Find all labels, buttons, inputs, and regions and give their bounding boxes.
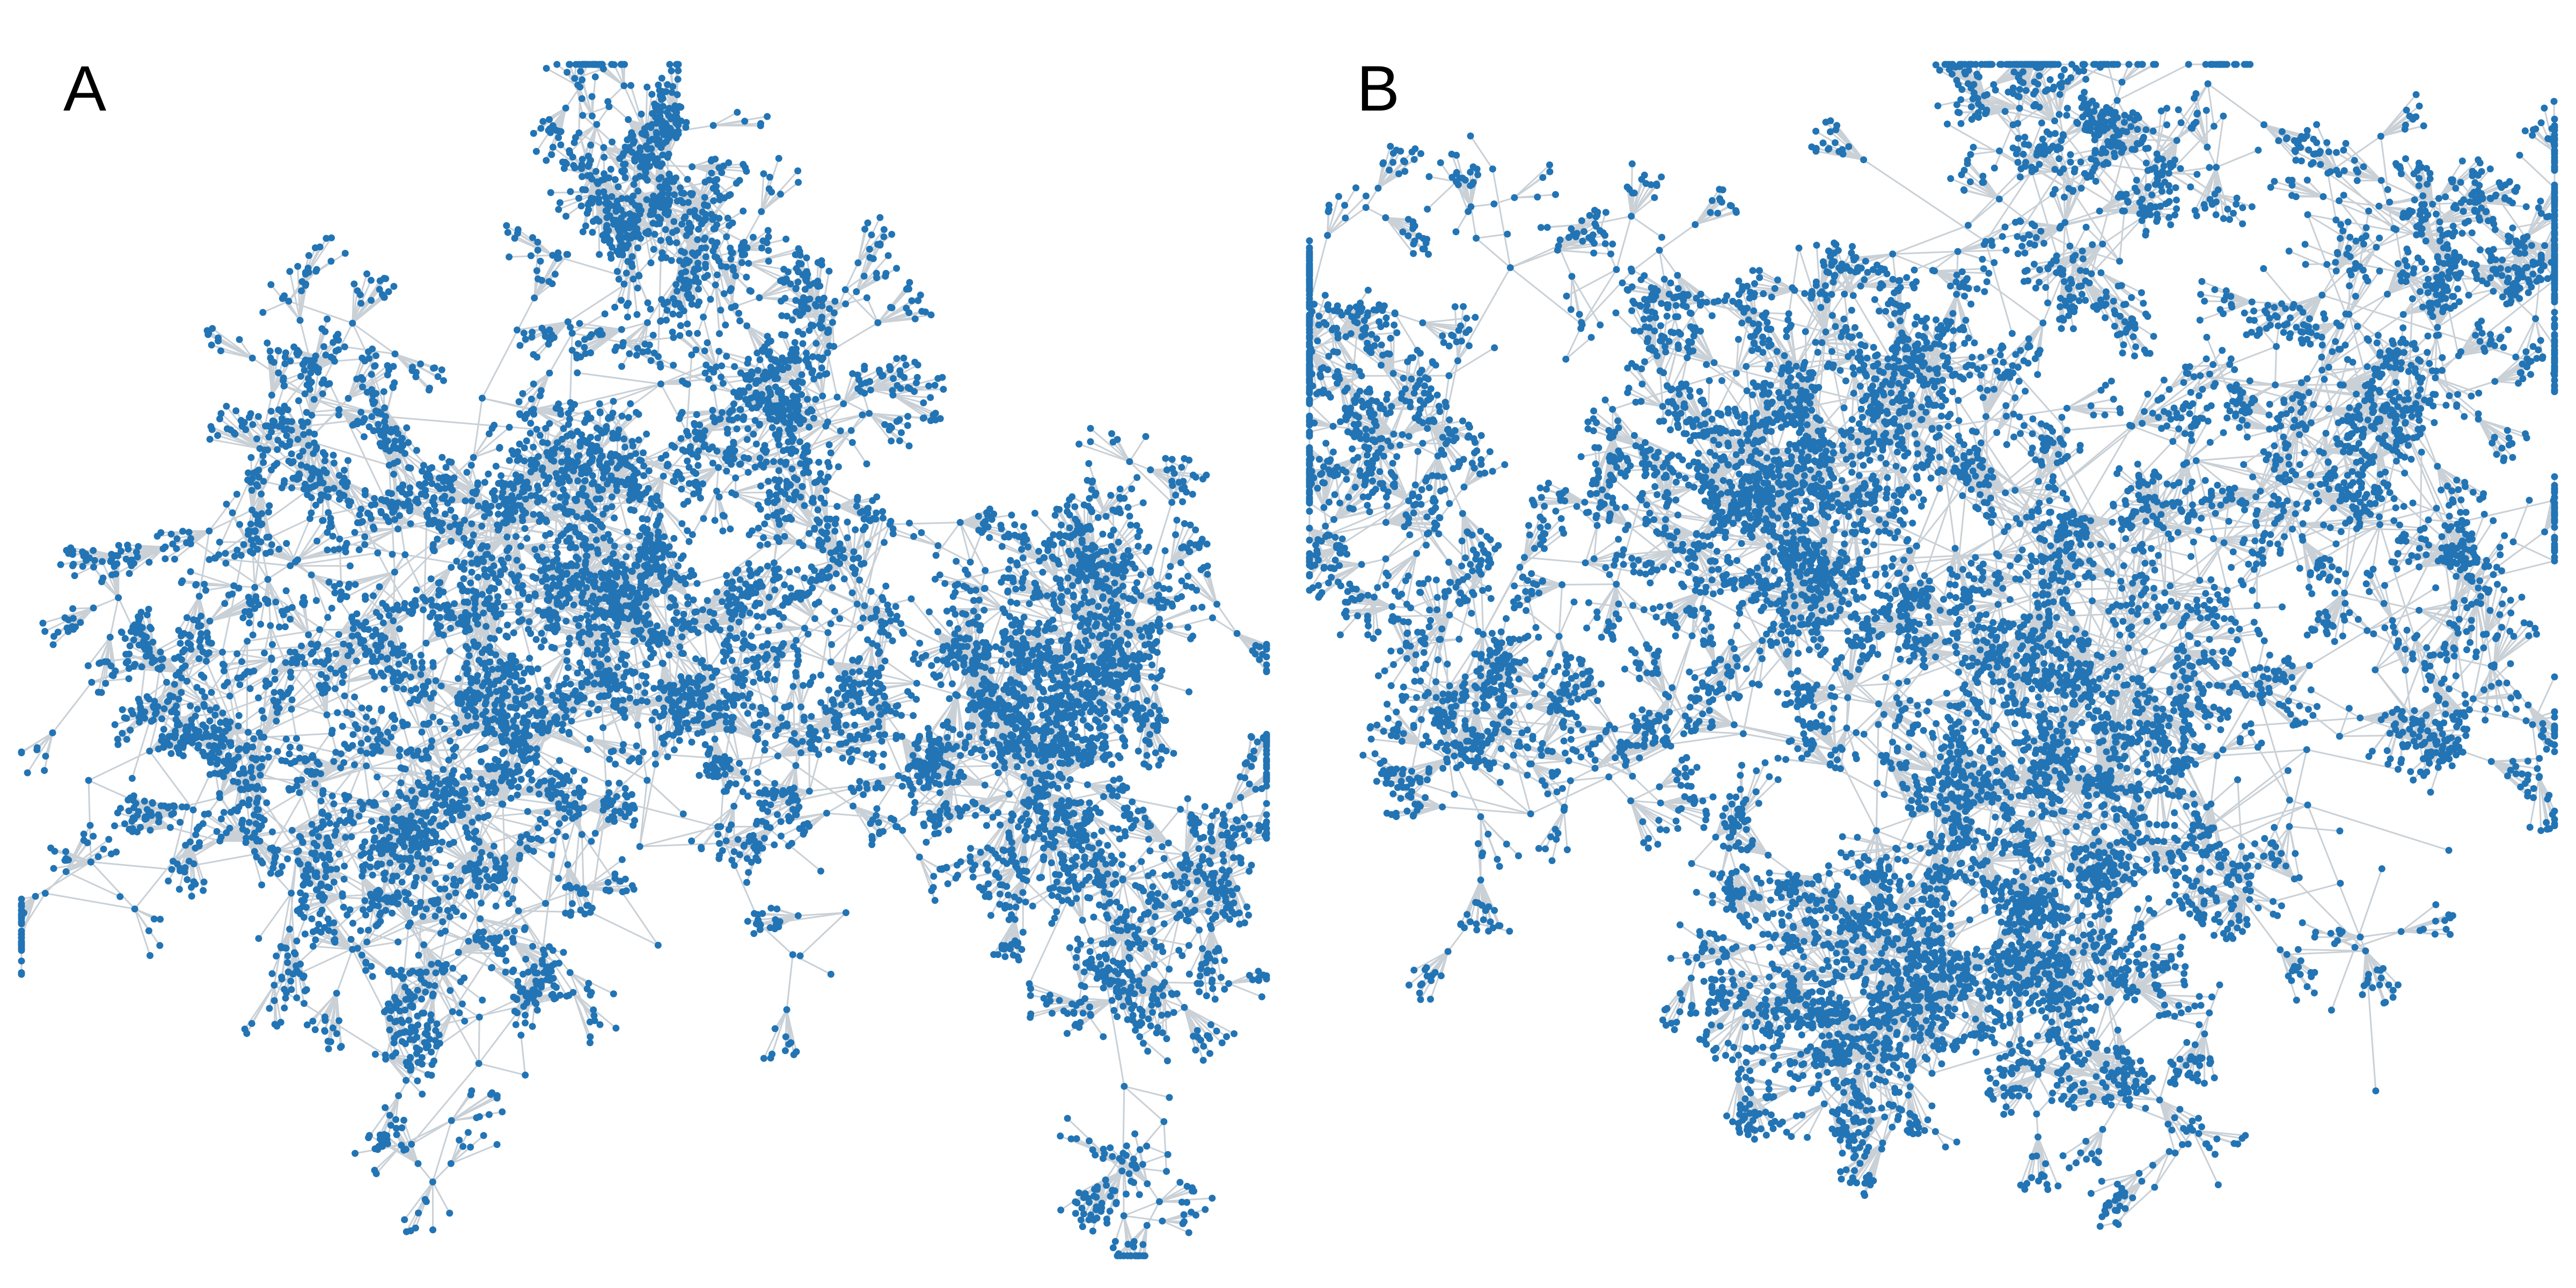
network-edge bbox=[798, 912, 846, 917]
network-edge bbox=[795, 765, 854, 807]
network-edge bbox=[639, 764, 656, 847]
network-edge bbox=[443, 748, 484, 771]
network-edge bbox=[521, 540, 559, 547]
network-edge bbox=[577, 372, 661, 385]
network-edge bbox=[518, 888, 584, 912]
network-edge bbox=[639, 780, 648, 847]
network-edge bbox=[441, 969, 483, 1001]
network-edge bbox=[352, 949, 385, 1013]
network-edge bbox=[91, 861, 172, 870]
network-edge bbox=[565, 86, 581, 109]
network-edge bbox=[800, 685, 804, 707]
network-edge bbox=[645, 597, 700, 677]
network-edge bbox=[786, 954, 794, 1010]
network-edge bbox=[478, 1012, 518, 1064]
network-edge bbox=[770, 1009, 788, 1058]
network-edge bbox=[93, 597, 119, 609]
network-edge bbox=[274, 662, 292, 680]
network-edge bbox=[21, 732, 53, 753]
network-edge bbox=[335, 949, 354, 994]
network-edge bbox=[264, 733, 332, 738]
network-edge bbox=[451, 1094, 472, 1121]
network-edge bbox=[483, 816, 559, 879]
network-edge bbox=[273, 985, 276, 1024]
network-edge bbox=[759, 924, 794, 956]
network-edge bbox=[91, 678, 129, 683]
network-edge bbox=[258, 416, 279, 450]
network-edge bbox=[799, 912, 847, 957]
network-edge bbox=[45, 871, 67, 894]
network-edge bbox=[109, 597, 120, 638]
network-edge bbox=[766, 826, 822, 872]
network-edge bbox=[478, 1063, 526, 1076]
network-edge bbox=[514, 858, 521, 881]
network-edge bbox=[646, 779, 684, 815]
network-edge bbox=[290, 709, 297, 739]
network-edge bbox=[521, 545, 558, 554]
network-edge bbox=[581, 834, 584, 889]
network-edge bbox=[726, 544, 769, 576]
network-edge bbox=[192, 774, 211, 810]
network-edge bbox=[127, 544, 165, 548]
network-edge bbox=[763, 1009, 788, 1059]
network-edge bbox=[793, 765, 797, 788]
network-edge bbox=[179, 671, 230, 697]
network-edge bbox=[777, 908, 799, 917]
network-edge bbox=[401, 1119, 452, 1146]
network-edge bbox=[495, 858, 521, 907]
network-edge bbox=[417, 1163, 434, 1183]
network-edge bbox=[450, 462, 477, 492]
network-edge bbox=[438, 567, 452, 591]
network-edge bbox=[240, 420, 278, 450]
network-edge bbox=[445, 466, 477, 492]
network-edge bbox=[432, 1181, 451, 1214]
network-edge bbox=[261, 662, 292, 712]
network-edge bbox=[340, 767, 403, 770]
network-edge bbox=[229, 671, 275, 697]
network-edge bbox=[590, 911, 658, 946]
network-edge bbox=[250, 662, 292, 690]
network-edge bbox=[487, 815, 539, 829]
network-edge bbox=[762, 912, 799, 917]
network-edge bbox=[731, 716, 757, 738]
network-panel-a: A bbox=[18, 56, 1270, 1260]
network-edge bbox=[149, 750, 194, 810]
network-edge bbox=[589, 799, 608, 913]
network-edge bbox=[26, 732, 54, 773]
network-edge bbox=[88, 750, 150, 781]
network-graph-a bbox=[18, 61, 1270, 1260]
network-edge bbox=[312, 992, 338, 1022]
network-edge bbox=[686, 355, 693, 432]
network-edge bbox=[481, 297, 536, 399]
network-edge bbox=[45, 733, 54, 757]
network-edge bbox=[852, 806, 873, 837]
network-edge bbox=[357, 941, 398, 949]
network-edge bbox=[504, 838, 532, 859]
network-edge bbox=[660, 383, 687, 432]
network-edge bbox=[333, 932, 353, 950]
network-edge bbox=[52, 682, 92, 734]
network-edge bbox=[578, 87, 581, 133]
network-edge bbox=[852, 805, 871, 824]
network-edge bbox=[520, 1035, 526, 1075]
network-edge bbox=[592, 654, 595, 683]
network-edge bbox=[640, 843, 720, 847]
network-edge bbox=[313, 945, 353, 950]
network-edge bbox=[87, 780, 92, 862]
